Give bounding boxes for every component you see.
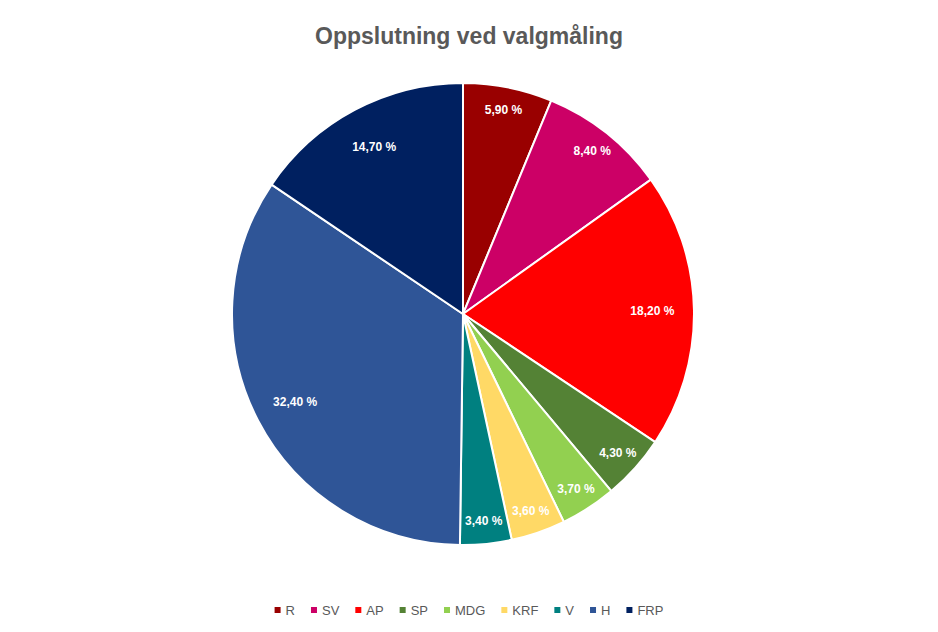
pie-slice — [460, 314, 512, 545]
legend-item: H — [590, 603, 610, 618]
legend-label: AP — [366, 603, 383, 618]
data-label: 3,70 % — [557, 482, 595, 496]
legend-swatch — [311, 607, 317, 613]
legend-label: R — [286, 603, 295, 618]
data-label: 8,40 % — [574, 144, 612, 158]
legend-label: MDG — [455, 603, 485, 618]
legend-item: SP — [400, 603, 428, 618]
pie-slice — [272, 83, 463, 314]
legend: R SV AP SP MDG KRF V H FRP — [275, 603, 664, 618]
legend-label: V — [565, 603, 574, 618]
legend-swatch — [355, 607, 361, 613]
chart-title: Oppslutning ved valgmåling — [315, 23, 623, 49]
legend-swatch — [554, 607, 560, 613]
legend-swatch — [626, 607, 632, 613]
legend-label: H — [601, 603, 610, 618]
legend-swatch — [400, 607, 406, 613]
legend-item: MDG — [444, 603, 485, 618]
legend-label: FRP — [637, 603, 663, 618]
legend-label: SP — [411, 603, 428, 618]
legend-label: SV — [322, 603, 340, 618]
legend-item: AP — [355, 603, 383, 618]
background — [0, 0, 938, 632]
legend-item: SV — [311, 603, 340, 618]
data-label: 5,90 % — [485, 103, 523, 117]
legend-item: KRF — [501, 603, 538, 618]
data-label: 32,40 % — [273, 395, 317, 409]
legend-item: V — [554, 603, 574, 618]
legend-item: FRP — [626, 603, 663, 618]
legend-swatch — [590, 607, 596, 613]
data-labels: 5,90 % 8,40 % 18,20 % 4,30 % 3,70 % 3,60 % 3,4… — [273, 103, 675, 528]
legend-swatch — [275, 607, 281, 613]
chart: Oppslutning ved valgmåling 5,90 % 8,40 % 18… — [0, 0, 938, 632]
data-label: 4,30 % — [599, 446, 637, 460]
legend-item: R — [275, 603, 295, 618]
data-label: 18,20 % — [630, 304, 674, 318]
data-label: 3,40 % — [465, 514, 503, 528]
legend-swatch — [444, 607, 450, 613]
data-label: 3,60 % — [512, 504, 550, 518]
data-label: 14,70 % — [352, 140, 396, 154]
slices — [232, 83, 694, 545]
legend-label: KRF — [512, 603, 538, 618]
legend-swatch — [501, 607, 507, 613]
